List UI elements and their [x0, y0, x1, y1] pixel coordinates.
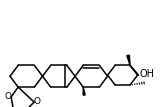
Text: O: O	[34, 97, 41, 106]
Polygon shape	[127, 55, 130, 65]
Polygon shape	[83, 87, 85, 95]
Text: O: O	[5, 92, 12, 101]
Text: OH: OH	[140, 69, 155, 79]
